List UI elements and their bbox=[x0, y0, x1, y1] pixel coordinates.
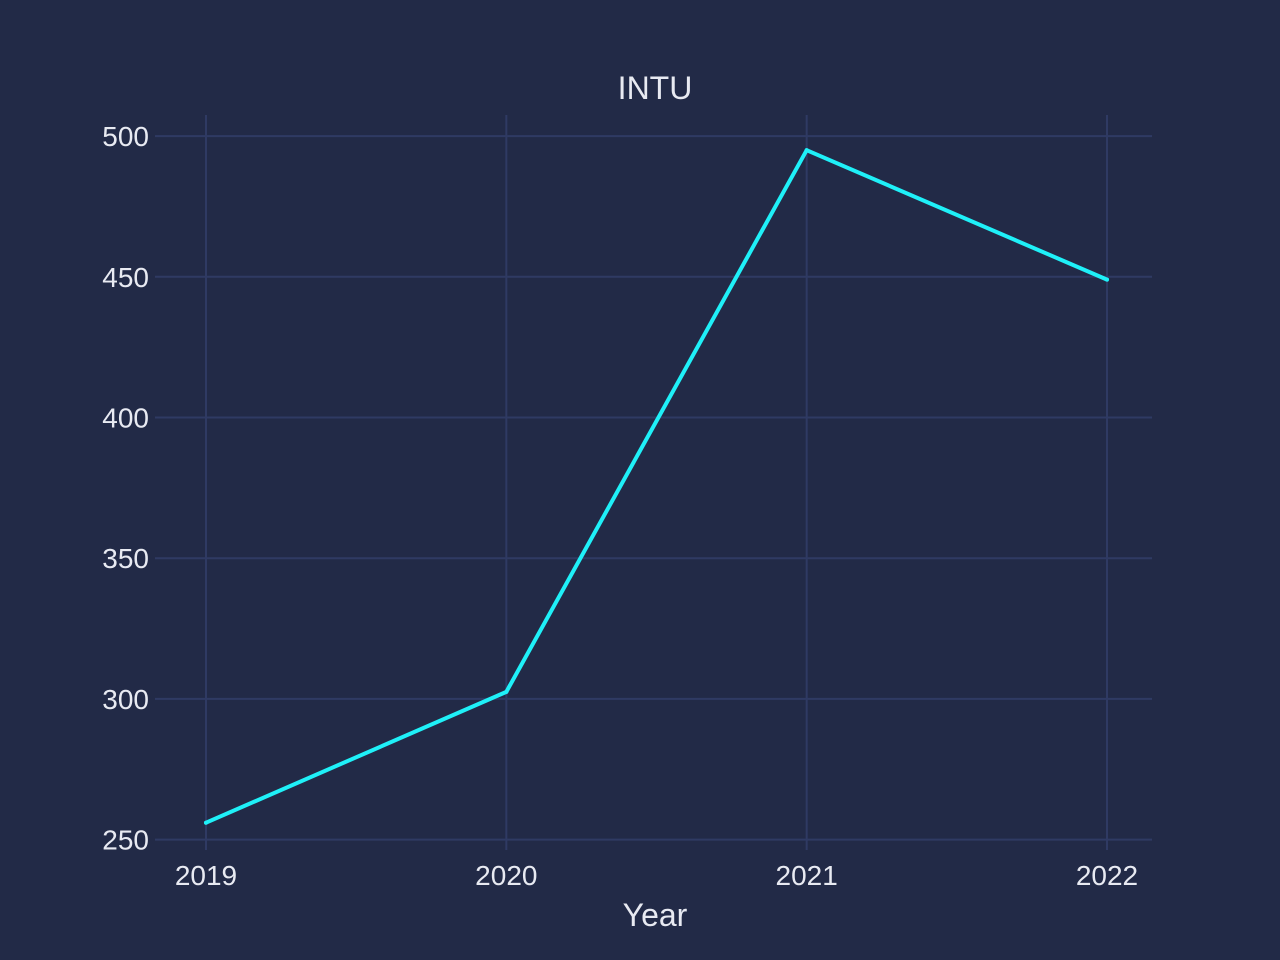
y-tick-label: 300 bbox=[102, 684, 149, 715]
y-tick-label: 350 bbox=[102, 543, 149, 574]
series-line bbox=[204, 148, 1109, 825]
x-tick-label: 2019 bbox=[175, 860, 237, 891]
data-point bbox=[804, 148, 809, 153]
data-point bbox=[204, 820, 208, 825]
x-tick-label: 2021 bbox=[776, 860, 838, 891]
y-tick-label: 450 bbox=[102, 262, 149, 293]
y-tick-label: 500 bbox=[102, 121, 149, 152]
series-layer bbox=[204, 148, 1109, 825]
x-axis-label: Year bbox=[623, 897, 688, 933]
tick-label-layer: 250 300 350 400 450 500 2019 2020 2021 2022 bbox=[102, 121, 1138, 891]
x-tick-label: 2022 bbox=[1076, 860, 1138, 891]
y-tick-label: 250 bbox=[102, 825, 149, 856]
data-point bbox=[1105, 277, 1109, 282]
y-tick-label: 400 bbox=[102, 402, 149, 433]
data-point bbox=[504, 689, 509, 694]
chart-title: INTU bbox=[618, 70, 693, 106]
x-tick-label: 2020 bbox=[475, 860, 537, 891]
grid-layer bbox=[155, 115, 1152, 850]
